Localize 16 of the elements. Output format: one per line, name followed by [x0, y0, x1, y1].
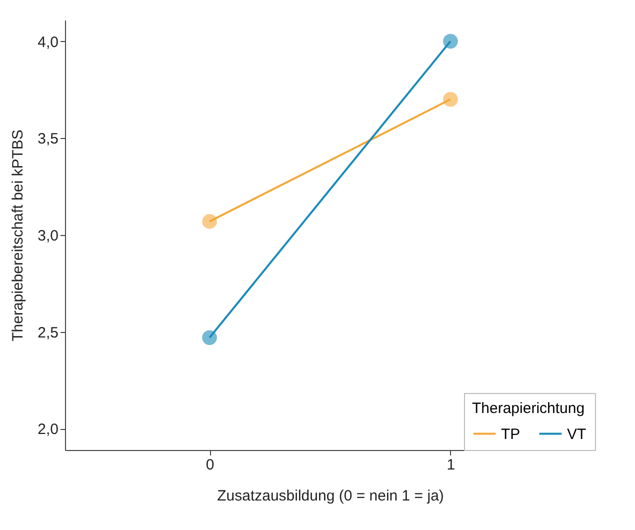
y-tick-label: 2,0 — [38, 421, 58, 438]
y-tick-label: 3,5 — [38, 130, 58, 148]
point — [443, 92, 458, 107]
legend-title: Therapierichtung — [472, 400, 585, 417]
y-axis-title: Therapiebereitschaft bei kPTBS — [10, 130, 27, 342]
x-tick-label: 0 — [206, 456, 214, 474]
y-tick-label: 2,5 — [38, 324, 58, 342]
point — [202, 330, 217, 346]
point — [202, 214, 217, 229]
legend-label: TP — [501, 426, 520, 443]
point — [443, 34, 458, 49]
x-tick-label: 1 — [446, 456, 456, 474]
y-tick-label: 3,0 — [38, 228, 58, 244]
x-axis-title: Zusatzausbildung (0 = nein 1 = ja) — [217, 488, 444, 504]
y-tick-label: 4,0 — [38, 34, 58, 51]
legend-label: VT — [567, 426, 586, 443]
